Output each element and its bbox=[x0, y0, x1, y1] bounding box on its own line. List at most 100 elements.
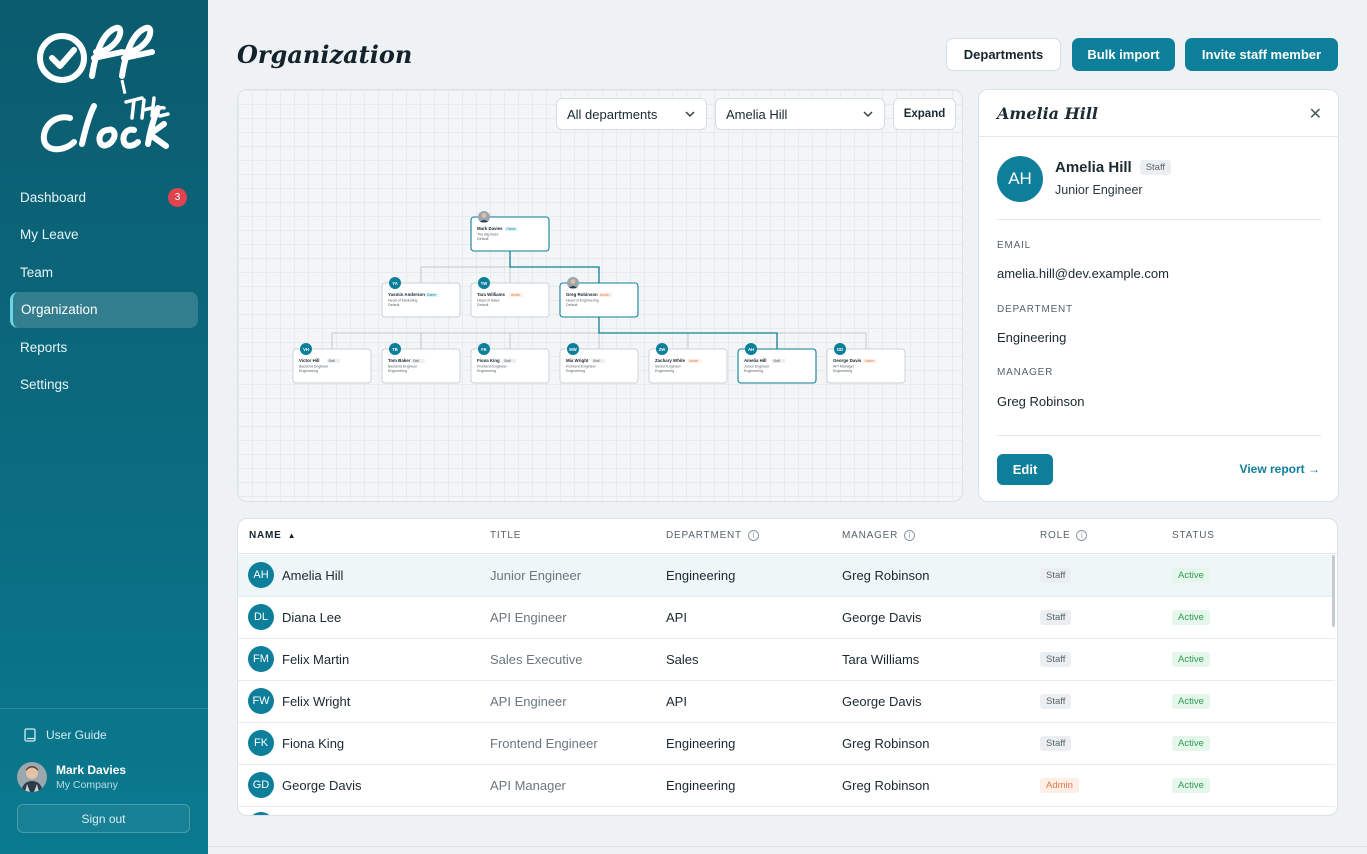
org-node-name: Tom Baker bbox=[388, 358, 411, 363]
cell-title: API Engineer bbox=[490, 610, 567, 625]
user-profile[interactable]: Mark Davies My Company bbox=[17, 762, 126, 792]
sidebar-item-reports[interactable]: Reports bbox=[10, 329, 198, 365]
bulk-import-button[interactable]: Bulk import bbox=[1072, 38, 1175, 71]
avatar-initials: AH bbox=[748, 347, 754, 352]
column-label: DEPARTMENT bbox=[666, 530, 742, 541]
table-row[interactable] bbox=[238, 806, 1335, 815]
org-node-title: Frontend Engineer bbox=[477, 365, 508, 369]
cell-department: Sales bbox=[666, 652, 699, 667]
avatar bbox=[478, 277, 490, 289]
column-header-manager[interactable]: MANAGER i bbox=[842, 530, 916, 541]
cell-manager: George Davis bbox=[842, 694, 922, 709]
sidebar-item-organization[interactable]: Organization bbox=[10, 291, 198, 328]
column-header-status[interactable]: STATUS bbox=[1172, 530, 1215, 541]
table-row[interactable]: DL Diana Lee API Engineer API George Davis St… bbox=[238, 597, 1335, 639]
info-icon[interactable]: i bbox=[1076, 530, 1088, 541]
avatar bbox=[300, 343, 312, 355]
org-node-name: Victor Hill bbox=[299, 358, 319, 363]
column-label: TITLE bbox=[490, 530, 522, 541]
sidebar-item-team[interactable]: Team bbox=[10, 254, 198, 290]
org-node-name: Mark Davies bbox=[477, 226, 503, 231]
column-label: STATUS bbox=[1172, 530, 1215, 541]
role-badge: Admin bbox=[865, 359, 874, 363]
off-the-clock-logo[interactable] bbox=[30, 18, 180, 158]
cell-name: Felix Martin bbox=[282, 652, 350, 667]
org-node-name: Yasmin Anderson bbox=[388, 292, 425, 297]
table-row[interactable]: FK Fiona King Frontend Engineer Engineering… bbox=[238, 723, 1335, 765]
detail-name: Amelia Hill bbox=[1055, 159, 1132, 176]
org-node-card bbox=[470, 348, 550, 384]
avatar bbox=[745, 343, 757, 355]
column-label: NAME bbox=[249, 530, 282, 541]
org-node-name: Zachary White bbox=[655, 358, 686, 363]
info-icon[interactable]: i bbox=[747, 530, 759, 541]
avatar-initials: YA bbox=[392, 281, 397, 286]
department-filter-select[interactable]: All departments bbox=[556, 98, 707, 130]
page-title: Organization bbox=[237, 40, 413, 69]
sidebar-item-label: Organization bbox=[21, 302, 98, 317]
view-report-link[interactable]: View report → bbox=[1239, 462, 1320, 476]
role-badge-bg bbox=[411, 358, 425, 363]
org-node-department: Engineering bbox=[388, 369, 407, 373]
org-node[interactable]: FK Fiona King Staff Frontend EngineerEngine… bbox=[470, 343, 550, 384]
avatar-face bbox=[481, 213, 487, 218]
org-node[interactable]: YA Yasmin Anderson Owner Head of MarketingD… bbox=[381, 277, 461, 318]
table-row[interactable]: FW Felix Wright API Engineer API George Davi… bbox=[238, 681, 1335, 723]
column-header-department[interactable]: DEPARTMENT i bbox=[666, 530, 759, 541]
table-row[interactable]: AH Amelia Hill Junior Engineer Engineering G… bbox=[238, 555, 1335, 597]
cell-title: Junior Engineer bbox=[490, 568, 582, 583]
org-node[interactable]: VH Victor Hill Staff Backend EngineerEngine… bbox=[292, 343, 372, 384]
org-node[interactable]: TB Tom Baker Staff Backend EngineerEngineer… bbox=[381, 343, 461, 384]
org-node-name: Amelia Hill bbox=[744, 358, 766, 363]
org-node-title: The Big Boss bbox=[477, 233, 499, 237]
scrollbar[interactable] bbox=[1332, 555, 1335, 627]
sidebar-item-settings[interactable]: Settings bbox=[10, 367, 198, 403]
column-header-role[interactable]: ROLE i bbox=[1040, 530, 1088, 541]
user-guide-link[interactable]: User Guide bbox=[24, 728, 107, 742]
table-header: NAME ▲ TITLE DEPARTMENT i MANAGER i ROLE… bbox=[238, 519, 1337, 554]
expand-button[interactable]: Expand bbox=[893, 98, 956, 130]
org-node[interactable]: ZW Zachary White Admin Senior EngineerEngin… bbox=[648, 343, 728, 384]
sign-out-button[interactable]: Sign out bbox=[17, 804, 190, 833]
org-node-name: George Davis bbox=[833, 358, 862, 363]
avatar bbox=[478, 343, 490, 355]
avatar-initials: TB bbox=[392, 347, 398, 352]
sort-ascending-icon: ▲ bbox=[287, 531, 297, 540]
close-icon[interactable]: ✕ bbox=[1308, 106, 1322, 123]
departments-button[interactable]: Departments bbox=[946, 38, 1061, 71]
org-node-title: Backend Engineer bbox=[388, 365, 418, 369]
table-row[interactable]: GD George Davis API Manager Engineering Greg… bbox=[238, 765, 1335, 807]
column-header-title[interactable]: TITLE bbox=[490, 530, 521, 541]
table-row[interactable]: FM Felix Martin Sales Executive Sales Tara W… bbox=[238, 639, 1335, 681]
avatar-initials: VH bbox=[303, 347, 309, 352]
cell-manager: Tara Williams bbox=[842, 652, 920, 667]
info-icon[interactable]: i bbox=[904, 530, 916, 541]
column-header-name[interactable]: NAME ▲ bbox=[249, 530, 296, 541]
role-badge-bg bbox=[687, 358, 702, 363]
org-node-card bbox=[559, 348, 639, 384]
org-node-name: Greg Robinson bbox=[566, 292, 598, 297]
org-node-department: Engineering bbox=[655, 369, 674, 373]
cell-manager: Greg Robinson bbox=[842, 568, 930, 583]
staff-table: NAME ▲ TITLE DEPARTMENT i MANAGER i ROLE… bbox=[237, 518, 1338, 816]
org-chart-panel[interactable]: Mark Davies Owner The Big Boss Default YA Yas… bbox=[237, 89, 963, 502]
invite-staff-button[interactable]: Invite staff member bbox=[1185, 38, 1338, 71]
person-filter-select[interactable]: Amelia Hill bbox=[715, 98, 885, 130]
role-badge: Admin bbox=[689, 359, 698, 363]
notification-badge: 3 bbox=[168, 188, 187, 207]
sidebar-item-dashboard[interactable]: Dashboard 3 bbox=[10, 179, 198, 215]
manager-label: MANAGER bbox=[997, 367, 1054, 378]
sidebar-item-my-leave[interactable]: My Leave bbox=[10, 217, 198, 253]
org-node[interactable]: GD George Davis Admin API ManagerEngineerin… bbox=[826, 343, 906, 384]
role-badge: Staff bbox=[1040, 652, 1072, 667]
org-node-title: Senior Engineer bbox=[655, 365, 682, 369]
org-node-department: Engineering bbox=[477, 369, 496, 373]
edit-button[interactable]: Edit bbox=[997, 454, 1053, 485]
org-node[interactable]: MW Mia Wright Staff Frontend EngineerEngine… bbox=[559, 343, 639, 384]
role-badge: Staff bbox=[1040, 694, 1072, 709]
